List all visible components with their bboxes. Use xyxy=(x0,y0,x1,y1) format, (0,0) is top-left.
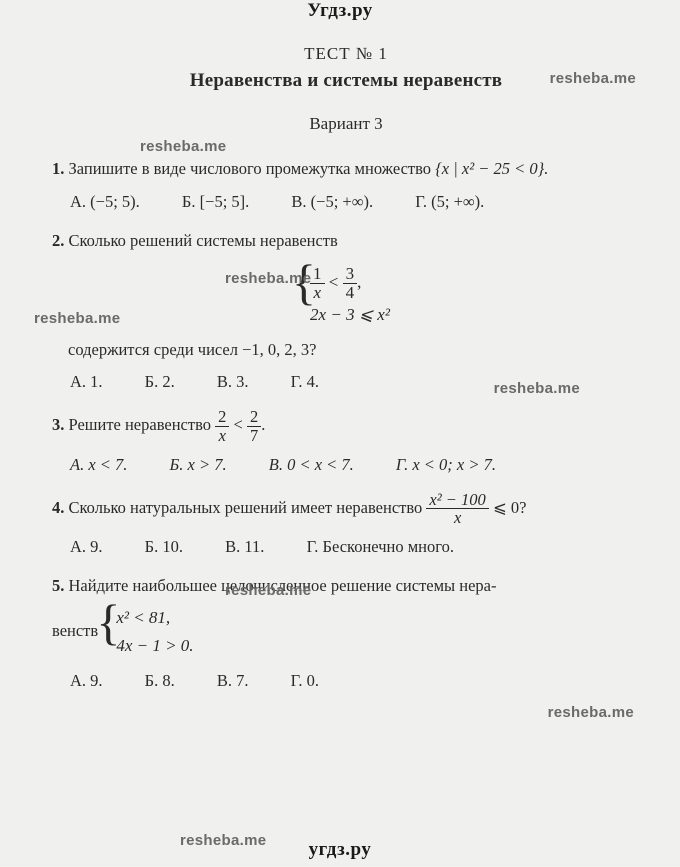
watermark: resheba.me xyxy=(550,70,636,87)
q4-ans-c: В. 11. xyxy=(225,537,264,557)
q2-sys-line1: 1x < 34, xyxy=(310,265,390,303)
q5-ans-d: Г. 0. xyxy=(291,671,319,691)
q3-ans-b: Б. x > 7. xyxy=(170,455,227,475)
q3-answers: А. x < 7. Б. x > 7. В. 0 < x < 7. Г. x <… xyxy=(70,455,640,475)
q2-number: 2. xyxy=(52,231,64,250)
q2-system: { 1x < 34, 2x − 3 ⩽ x² xyxy=(52,263,640,327)
frac-den: 4 xyxy=(343,284,358,303)
q1-ans-c: В. (−5; +∞). xyxy=(291,192,373,212)
q1-ans-a: А. (−5; 5). xyxy=(70,192,140,212)
brace-icon: { xyxy=(96,597,120,647)
frac-num: 2 xyxy=(247,408,261,426)
q3-number: 3. xyxy=(52,415,64,434)
q4-tail: ⩽ 0? xyxy=(489,498,527,517)
watermark: resheba.me xyxy=(34,310,120,327)
q3-ans-d: Г. x < 0; x > 7. xyxy=(396,455,496,475)
frac-den: x xyxy=(426,509,488,527)
watermark: resheba.me xyxy=(225,582,311,599)
frac-num: 2 xyxy=(215,408,229,426)
q1-text: Запишите в виде числового промежутка мно… xyxy=(69,159,436,178)
q1-ans-d: Г. (5; +∞). xyxy=(415,192,484,212)
q3-ans-a: А. x < 7. xyxy=(70,455,127,475)
question-3: 3. Решите неравенство 2x < 27. xyxy=(52,408,640,444)
question-1: 1. Запишите в виде числового промежутка … xyxy=(52,156,640,182)
frac-den: 7 xyxy=(247,427,261,445)
q2-ans-d: Г. 4. xyxy=(291,372,319,392)
q4-number: 4. xyxy=(52,498,64,517)
q3-tail: . xyxy=(261,415,265,434)
q2-text-a: Сколько решений системы неравенств xyxy=(69,231,338,250)
q5-ans-a: А. 9. xyxy=(70,671,103,691)
question-4: 4. Сколько натуральных решений имеет нер… xyxy=(52,491,640,527)
q4-answers: А. 9. Б. 10. В. 11. Г. Бесконечно много. xyxy=(70,537,640,557)
watermark: resheba.me xyxy=(140,138,226,155)
q1-set: {x | x² − 25 < 0}. xyxy=(435,159,548,178)
header-site: Угдз.ру xyxy=(0,0,680,22)
q5-answers: А. 9. Б. 8. В. 7. Г. 0. xyxy=(70,671,640,691)
op: < xyxy=(329,273,339,292)
q5-text-b: венств xyxy=(52,621,102,640)
q1-number: 1. xyxy=(52,159,64,178)
watermark: resheba.me xyxy=(548,704,634,721)
footer-site: угдз.ру xyxy=(0,839,680,861)
frac-den: x xyxy=(215,427,229,445)
q2-ans-a: А. 1. xyxy=(70,372,103,392)
page-content: ТЕСТ № 1 Неравенства и системы неравенст… xyxy=(0,32,680,691)
question-5: 5. Найдите наибольшее целочисленное реше… xyxy=(52,573,640,599)
q2-ans-b: Б. 2. xyxy=(145,372,175,392)
question-2: 2. Сколько решений системы неравенств xyxy=(52,228,640,254)
q2-ans-c: В. 3. xyxy=(217,372,249,392)
q3-text: Решите неравенство xyxy=(69,415,216,434)
q4-ans-a: А. 9. xyxy=(70,537,103,557)
q5-sys-line2: 4x − 1 > 0. xyxy=(116,633,193,659)
q5-number: 5. xyxy=(52,576,64,595)
q5-sys-line1: x² < 81, xyxy=(116,605,193,631)
test-label: ТЕСТ № 1 xyxy=(52,44,640,64)
q1-ans-b: Б. [−5; 5]. xyxy=(182,192,249,212)
q5-ans-b: Б. 8. xyxy=(145,671,175,691)
q5-line2: венств { x² < 81, 4x − 1 > 0. xyxy=(52,603,640,662)
q2-sys-line2: 2x − 3 ⩽ x² xyxy=(310,305,390,325)
watermark: resheba.me xyxy=(494,380,580,397)
frac-num: x² − 100 xyxy=(426,491,488,509)
watermark: resheba.me xyxy=(225,270,311,287)
q3-ans-c: В. 0 < x < 7. xyxy=(269,455,354,475)
q4-ans-b: Б. 10. xyxy=(145,537,183,557)
q1-answers: А. (−5; 5). Б. [−5; 5]. В. (−5; +∞). Г. … xyxy=(70,192,640,212)
variant-label: Вариант 3 xyxy=(52,114,640,134)
q4-text: Сколько натуральных решений имеет нераве… xyxy=(69,498,427,517)
frac-num: 3 xyxy=(343,265,358,284)
q2-text-b: содержится среди чисел −1, 0, 2, 3? xyxy=(68,337,640,363)
q5-ans-c: В. 7. xyxy=(217,671,249,691)
op: < xyxy=(234,415,243,434)
q4-ans-d: Г. Бесконечно много. xyxy=(307,537,454,557)
